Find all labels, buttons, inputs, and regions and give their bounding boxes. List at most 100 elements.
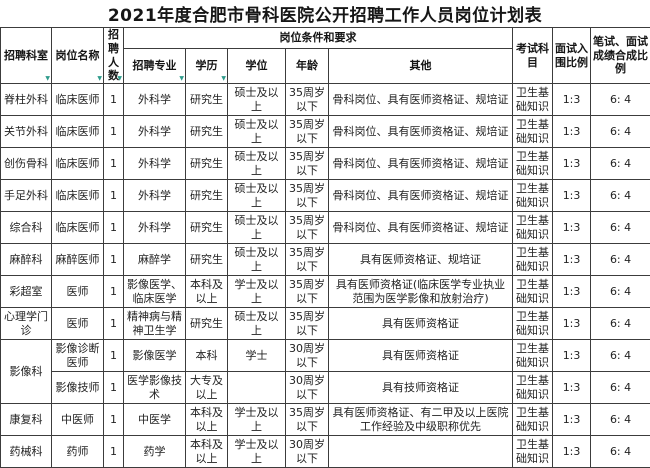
table-row: 药械科 药师 1 药学 本科及以上 学士及以上 30周岁以下 卫生基础知识 1:… <box>1 436 650 468</box>
cell-degree: 硕士及以上 <box>228 148 286 180</box>
col-header-age-label: 年龄 <box>296 59 318 72</box>
cell-interview-ratio: 1:3 <box>553 372 591 404</box>
cell-score-ratio: 6: 4 <box>591 180 650 212</box>
filter-dropdown-icon[interactable]: ▼ <box>221 76 226 82</box>
cell-interview-ratio: 1:3 <box>553 404 591 436</box>
cell-education: 研究生 <box>186 180 228 212</box>
cell-major: 外科学 <box>124 116 186 148</box>
table-row: 影像科 影像诊断医师 1 影像医学 本科 学士 30周岁以下 具有医师资格证 卫… <box>1 340 650 372</box>
cell-education: 本科及以上 <box>186 436 228 468</box>
table-row: 彩超室 医师 1 影像医学、临床医学 本科及以上 学士及以上 35周岁以下 具有… <box>1 276 650 308</box>
filter-dropdown-icon[interactable]: ▼ <box>45 76 50 82</box>
col-header-exam-label: 考试科目 <box>516 42 549 69</box>
col-header-dept: 招聘科室 ▼ <box>1 28 52 84</box>
cell-count: 1 <box>104 84 124 116</box>
cell-exam: 卫生基础知识 <box>513 180 553 212</box>
cell-other: 具有医师资格证、有二甲及以上医院工作经验及中级职称优先 <box>329 404 513 436</box>
cell-other: 骨科岗位、具有医师资格证、规培证 <box>329 148 513 180</box>
cell-other: 骨科岗位、具有医师资格证、规培证 <box>329 116 513 148</box>
header-row-1: 招聘科室 ▼ 岗位名称 ▼ 招聘人数 ▼ 岗位条件和要求 考试科目 <box>1 28 650 49</box>
cell-score-ratio: 6: 4 <box>591 276 650 308</box>
cell-other: 具有医师资格证、规培证 <box>329 244 513 276</box>
col-header-count: 招聘人数 ▼ <box>104 28 124 84</box>
cell-age: 30周岁以下 <box>286 436 329 468</box>
cell-degree: 硕士及以上 <box>228 180 286 212</box>
cell-score-ratio: 6: 4 <box>591 340 650 372</box>
col-header-position-label: 岗位名称 <box>56 49 100 62</box>
col-header-other-label: 其他 <box>410 59 432 72</box>
table-row: 麻醉科 麻醉医师 1 麻醉学 研究生 硕士及以上 35周岁以下 具有医师资格证、… <box>1 244 650 276</box>
cell-score-ratio: 6: 4 <box>591 404 650 436</box>
table-row: 关节外科 临床医师 1 外科学 研究生 硕士及以上 35周岁以下 骨科岗位、具有… <box>1 116 650 148</box>
cell-degree: 学士及以上 <box>228 276 286 308</box>
cell-position: 临床医师 <box>52 212 104 244</box>
cell-major: 麻醉学 <box>124 244 186 276</box>
cell-education: 研究生 <box>186 84 228 116</box>
cell-count: 1 <box>104 340 124 372</box>
cell-position: 麻醉医师 <box>52 244 104 276</box>
cell-exam: 卫生基础知识 <box>513 436 553 468</box>
cell-exam: 卫生基础知识 <box>513 148 553 180</box>
cell-degree: 硕士及以上 <box>228 116 286 148</box>
cell-interview-ratio: 1:3 <box>553 276 591 308</box>
cell-age: 30周岁以下 <box>286 372 329 404</box>
cell-count: 1 <box>104 436 124 468</box>
col-header-major: 招聘专业 ▼ <box>124 49 186 84</box>
cell-count: 1 <box>104 180 124 212</box>
cell-position: 临床医师 <box>52 180 104 212</box>
cell-dept: 心理学门诊 <box>1 308 52 340</box>
col-header-degree-label: 学位 <box>246 59 268 72</box>
page-title: 2021年度合肥市骨科医院公开招聘工作人员岗位计划表 <box>0 0 650 27</box>
cell-major: 外科学 <box>124 148 186 180</box>
cell-education: 研究生 <box>186 148 228 180</box>
cell-education: 研究生 <box>186 116 228 148</box>
cell-score-ratio: 6: 4 <box>591 308 650 340</box>
filter-dropdown-icon[interactable]: ▼ <box>117 76 122 82</box>
cell-major: 外科学 <box>124 84 186 116</box>
cell-age: 35周岁以下 <box>286 404 329 436</box>
filter-dropdown-icon[interactable]: ▼ <box>179 76 184 82</box>
cell-age: 35周岁以下 <box>286 308 329 340</box>
cell-dept: 康复科 <box>1 404 52 436</box>
cell-position: 医师 <box>52 276 104 308</box>
cell-degree: 硕士及以上 <box>228 212 286 244</box>
cell-other: 具有医师资格证(临床医学专业执业范围为医学影像和放射治疗) <box>329 276 513 308</box>
cell-exam: 卫生基础知识 <box>513 308 553 340</box>
cell-score-ratio: 6: 4 <box>591 84 650 116</box>
cell-other <box>329 436 513 468</box>
cell-dept: 脊柱外科 <box>1 84 52 116</box>
cell-score-ratio: 6: 4 <box>591 148 650 180</box>
cell-exam: 卫生基础知识 <box>513 116 553 148</box>
cell-major: 医学影像技术 <box>124 372 186 404</box>
cell-degree: 学士及以上 <box>228 436 286 468</box>
cell-interview-ratio: 1:3 <box>553 148 591 180</box>
cell-education: 研究生 <box>186 244 228 276</box>
cell-degree <box>228 372 286 404</box>
cell-interview-ratio: 1:3 <box>553 436 591 468</box>
filter-dropdown-icon[interactable]: ▼ <box>97 76 102 82</box>
cell-age: 35周岁以下 <box>286 180 329 212</box>
cell-exam: 卫生基础知识 <box>513 276 553 308</box>
cell-dept: 麻醉科 <box>1 244 52 276</box>
cell-count: 1 <box>104 244 124 276</box>
cell-position: 药师 <box>52 436 104 468</box>
cell-position: 影像诊断医师 <box>52 340 104 372</box>
table-row: 脊柱外科 临床医师 1 外科学 研究生 硕士及以上 35周岁以下 骨科岗位、具有… <box>1 84 650 116</box>
cell-position: 影像技师 <box>52 372 104 404</box>
cell-age: 35周岁以下 <box>286 244 329 276</box>
cell-education: 大专及以上 <box>186 372 228 404</box>
cell-position: 临床医师 <box>52 148 104 180</box>
cell-count: 1 <box>104 212 124 244</box>
table-row: 影像技师 1 医学影像技术 大专及以上 30周岁以下 具有技师资格证 卫生基础知… <box>1 372 650 404</box>
cell-exam: 卫生基础知识 <box>513 404 553 436</box>
cell-position: 医师 <box>52 308 104 340</box>
cell-position: 临床医师 <box>52 116 104 148</box>
cell-count: 1 <box>104 404 124 436</box>
col-header-exam: 考试科目 <box>513 28 553 84</box>
col-header-degree: 学位 <box>228 49 286 84</box>
cell-interview-ratio: 1:3 <box>553 84 591 116</box>
cell-major: 药学 <box>124 436 186 468</box>
cell-degree: 硕士及以上 <box>228 308 286 340</box>
cell-interview-ratio: 1:3 <box>553 308 591 340</box>
cell-count: 1 <box>104 308 124 340</box>
